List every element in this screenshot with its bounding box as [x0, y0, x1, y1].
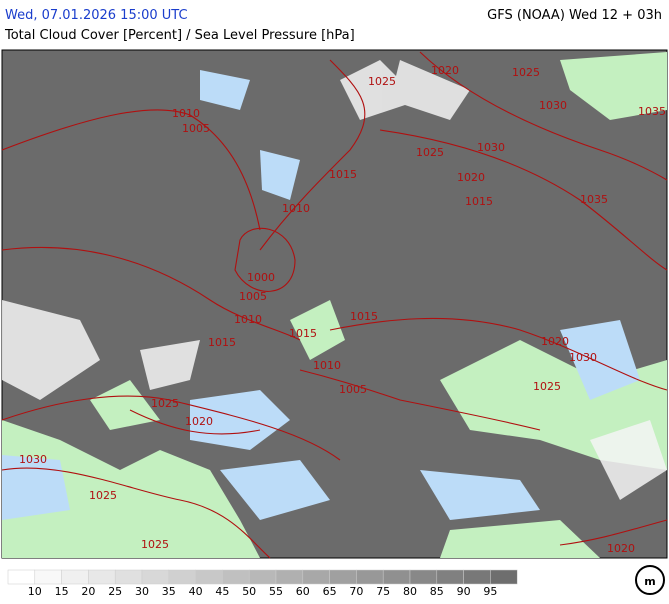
- isobar-label: 1005: [239, 290, 267, 303]
- legend-swatch: [463, 569, 491, 585]
- logo-mark: m: [644, 575, 655, 588]
- legend-label: 65: [323, 585, 337, 598]
- legend-swatch: [248, 569, 277, 585]
- legend-label: 35: [162, 585, 176, 598]
- legend-label: 70: [349, 585, 363, 598]
- legend-label: 55: [269, 585, 283, 598]
- isobar-label: 1010: [282, 202, 310, 215]
- isobar-label: 1030: [569, 351, 597, 364]
- isobar-label: 1025: [141, 538, 169, 551]
- map: [1, 49, 668, 559]
- legend-label: 95: [483, 585, 497, 598]
- isobar-label: 1025: [533, 380, 561, 393]
- legend-swatch: [88, 569, 116, 585]
- legend-label: 90: [457, 585, 471, 598]
- legend-swatch: [302, 569, 330, 585]
- isobar-label: 1035: [638, 105, 666, 118]
- header-subtitle: Total Cloud Cover [Percent] / Sea Level …: [4, 28, 355, 43]
- isobar-label: 1010: [313, 359, 341, 372]
- logo: [635, 565, 665, 595]
- isobar-label: 1025: [416, 146, 444, 159]
- legend-label: 45: [215, 585, 229, 598]
- legend-label: 30: [135, 585, 149, 598]
- isobars: [1, 51, 668, 559]
- legend-swatch: [195, 569, 223, 585]
- isobar-label: 1005: [339, 383, 367, 396]
- legend-swatch: [275, 569, 304, 585]
- isobar-label: 1030: [477, 141, 505, 154]
- legend-swatch: [7, 569, 36, 585]
- isobar-label: 1035: [580, 193, 608, 206]
- clouds-thin: [2, 60, 667, 500]
- header-model: GFS (NOAA) Wed 12 + 03h: [487, 8, 662, 23]
- isobar-label: 1020: [607, 542, 635, 555]
- legend-swatch: [114, 569, 143, 585]
- isobar-label: 1010: [234, 313, 262, 326]
- legend-label: 75: [376, 585, 390, 598]
- legend-label: 15: [55, 585, 69, 598]
- legend-label: 20: [81, 585, 95, 598]
- legend-swatch: [222, 569, 250, 585]
- isobar-label: 1025: [151, 397, 179, 410]
- isobar-label: 1030: [539, 99, 567, 112]
- isobar-label: 1030: [19, 453, 47, 466]
- legend-label: 50: [242, 585, 256, 598]
- legend-label: 40: [189, 585, 203, 598]
- isobar-label: 1000: [247, 271, 275, 284]
- legend-swatch: [61, 569, 89, 585]
- isobar-label: 1025: [368, 75, 396, 88]
- legend-swatch: [409, 569, 438, 585]
- isobar-label: 1015: [329, 168, 357, 181]
- header-date: Wed, 07.01.2026 15:00 UTC: [5, 8, 188, 23]
- isobar-label: 1020: [457, 171, 485, 184]
- isobar-label: 1025: [89, 489, 117, 502]
- legend-label: 60: [296, 585, 310, 598]
- isobar-label: 1025: [512, 66, 540, 79]
- legend-swatch: [168, 569, 196, 585]
- legend-swatch: [34, 569, 62, 585]
- isobar-label: 1005: [182, 122, 210, 135]
- legend-label: 80: [403, 585, 417, 598]
- isobar-label: 1020: [185, 415, 213, 428]
- legend-swatch: [436, 569, 464, 585]
- isobar-label: 1015: [208, 336, 236, 349]
- isobar-label: 1010: [172, 107, 200, 120]
- legend-label: 10: [28, 585, 42, 598]
- legend-swatch: [356, 569, 384, 585]
- legend-swatch: [329, 569, 357, 585]
- isobar-label: 1015: [465, 195, 493, 208]
- isobar-label: 1020: [541, 335, 569, 348]
- isobar-label: 1020: [431, 64, 459, 77]
- legend-swatch: [382, 569, 411, 585]
- legend-swatch: [490, 569, 518, 585]
- legend-label: 85: [430, 585, 444, 598]
- legend-label: 25: [108, 585, 122, 598]
- legend-swatch: [141, 569, 170, 585]
- isobar-label: 1015: [350, 310, 378, 323]
- isobar-label: 1015: [289, 327, 317, 340]
- sea: [2, 70, 640, 520]
